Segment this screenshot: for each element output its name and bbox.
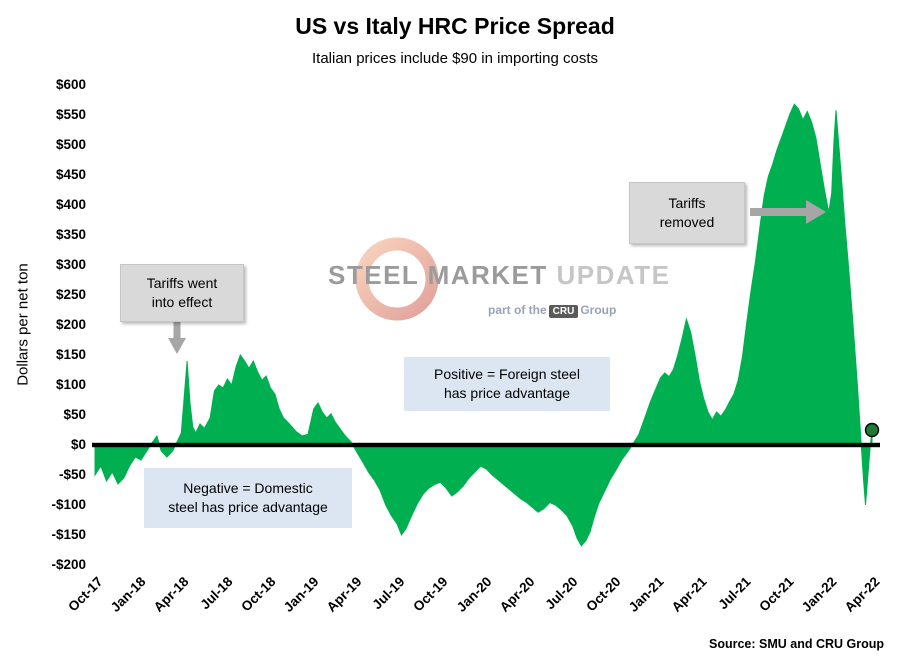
annotation-line: has price advantage <box>443 385 571 401</box>
y-tick-label: -$50 <box>58 467 86 482</box>
y-tick-label: $550 <box>55 107 86 122</box>
y-tick-label: $100 <box>55 377 86 392</box>
spread-area-series <box>94 103 873 547</box>
y-tick-label: $350 <box>55 227 86 242</box>
annotation-line: steel has price advantage <box>168 499 328 515</box>
annotation-line: removed <box>659 214 715 230</box>
tariffs-removed-arrow-right-icon <box>750 200 826 224</box>
y-tick-label: -$200 <box>51 557 86 572</box>
annotation-line: Positive = Foreign steel <box>434 366 580 382</box>
y-tick-label: -$100 <box>51 497 86 512</box>
annotation-line: Tariffs <box>668 195 706 211</box>
y-tick-label: $50 <box>63 407 86 422</box>
y-tick-label: $500 <box>55 137 86 152</box>
tariffs-effect-arrow-down-icon <box>168 320 186 354</box>
y-tick-label: $300 <box>55 257 86 272</box>
annotation-tariffs-removed: Tariffs removed <box>629 182 745 244</box>
y-tick-label: $250 <box>55 287 86 302</box>
y-tick-label: $400 <box>55 197 86 212</box>
annotation-tariffs-went-into-effect: Tariffs went into effect <box>120 264 244 322</box>
annotation-line: Negative = Domestic <box>183 480 313 496</box>
y-tick-label: $150 <box>55 347 86 362</box>
chart-title: US vs Italy HRC Price Spread <box>295 13 615 39</box>
y-tick-label: -$150 <box>51 527 86 542</box>
annotation-line: Tariffs went <box>146 275 218 291</box>
zero-line <box>92 442 880 448</box>
annotation-positive-foreign-advantage: Positive = Foreign steel has price advan… <box>404 357 610 411</box>
annotation-line: into effect <box>151 294 213 310</box>
chart-subtitle: Italian prices include $90 in importing … <box>312 50 598 67</box>
latest-value-marker <box>864 422 880 438</box>
y-tick-label: $200 <box>55 317 86 332</box>
y-tick-label: $450 <box>55 167 86 182</box>
chart-plot-layer <box>92 103 880 547</box>
y-tick-label: $0 <box>70 437 86 452</box>
annotation-negative-domestic-advantage: Negative = Domestic steel has price adva… <box>144 468 352 528</box>
source-note: Source: SMU and CRU Group <box>708 637 884 651</box>
y-tick-label: $600 <box>55 77 86 92</box>
